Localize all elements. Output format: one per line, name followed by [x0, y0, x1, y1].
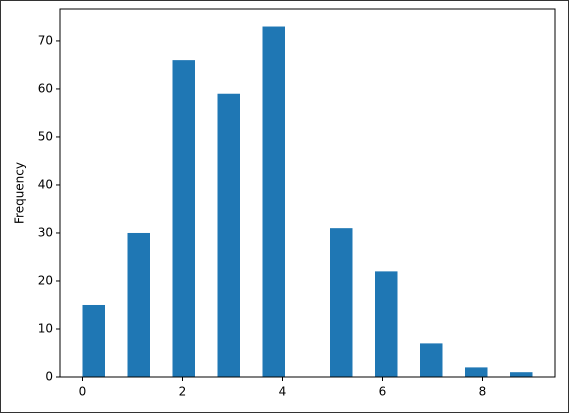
x-tick-label: 0 — [79, 385, 87, 399]
bar — [330, 228, 353, 377]
bar — [510, 372, 533, 377]
bar — [172, 60, 195, 378]
x-tick-label: 8 — [479, 385, 487, 399]
y-tick-label: 0 — [45, 370, 53, 384]
y-tick-label: 10 — [38, 321, 53, 335]
bar — [375, 271, 398, 377]
y-tick-label: 40 — [38, 177, 53, 191]
bar — [420, 343, 443, 377]
bar — [465, 367, 488, 377]
x-tick-label: 2 — [179, 385, 187, 399]
plot-area — [59, 8, 556, 378]
y-axis-label: Frequency — [13, 162, 27, 224]
y-tick-label: 30 — [38, 225, 53, 239]
y-tick-label: 20 — [38, 273, 53, 287]
y-tick-label: 60 — [38, 81, 53, 95]
bar — [217, 93, 240, 378]
x-tick-label: 4 — [279, 385, 287, 399]
y-tick-label: 70 — [38, 33, 53, 47]
x-tick-label: 6 — [379, 385, 387, 399]
y-tick-label: 50 — [38, 129, 53, 143]
bar — [262, 26, 285, 378]
bar — [127, 232, 150, 377]
bar — [82, 304, 105, 377]
